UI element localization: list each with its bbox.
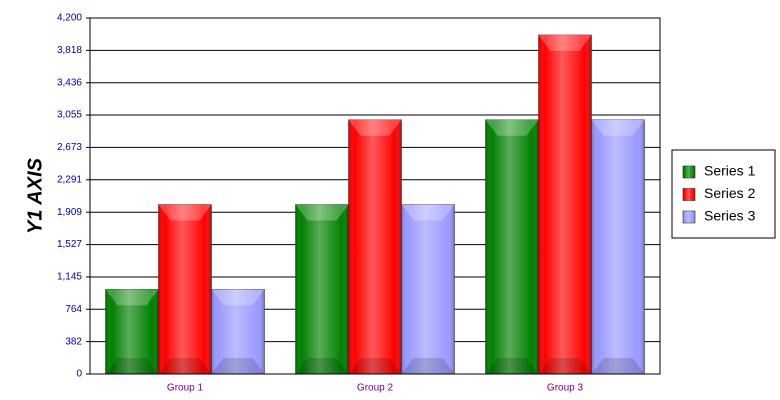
y-tick-label: 1,527 — [57, 239, 82, 250]
legend-label: Series 1 — [704, 163, 756, 179]
y-tick-label: 382 — [65, 336, 82, 347]
bar-bevel — [485, 358, 539, 374]
x-tick-label: Group 1 — [167, 383, 204, 394]
y-tick-label: 2,673 — [57, 142, 82, 153]
bar-bevel — [591, 119, 645, 136]
bar-bevel — [295, 204, 349, 221]
bar-bevel — [105, 289, 159, 306]
x-tick-label: Group 3 — [547, 383, 584, 394]
bar-bevel — [538, 34, 592, 51]
legend-shine — [683, 188, 695, 201]
bar-bevel — [485, 119, 539, 136]
x-tick-label: Group 2 — [357, 383, 394, 394]
y-axis-title: Y1 AXIS — [24, 157, 46, 234]
y-tick-label: 3,818 — [57, 45, 82, 56]
bar-bevel — [401, 204, 455, 221]
bar-shine — [211, 289, 265, 374]
bar-bevel — [158, 204, 212, 221]
bar-bevel — [105, 358, 159, 374]
y-tick-label: 1,909 — [57, 207, 82, 218]
plot-border — [89, 17, 661, 375]
legend-shine — [683, 166, 695, 178]
legend-label: Series 3 — [704, 208, 756, 224]
bar-bevel — [211, 289, 265, 306]
y-tick-label: 764 — [65, 304, 82, 315]
y-tick-label: 1,145 — [57, 272, 82, 283]
bar-bevel — [591, 358, 645, 374]
bar-bevel — [158, 358, 212, 374]
legend-label: Series 2 — [704, 185, 756, 201]
bar-bevel — [401, 358, 455, 374]
bar-shine — [485, 119, 539, 374]
bar-shine — [538, 34, 592, 374]
y-tick-label: 4,200 — [57, 13, 82, 24]
bar-shine — [401, 204, 455, 374]
bar-bevel — [538, 358, 592, 374]
y-tick-label: 2,291 — [57, 174, 82, 185]
bar-bevel — [211, 358, 265, 374]
legend-shine — [683, 211, 695, 223]
bar-bevel — [348, 358, 402, 374]
bar-shine — [158, 204, 212, 374]
y-tick-label: 0 — [76, 369, 82, 380]
y-tick-label: 3,055 — [57, 110, 82, 121]
bar-shine — [295, 204, 349, 374]
bar-shine — [348, 119, 402, 374]
bar-shine — [591, 119, 645, 374]
bar-bevel — [295, 358, 349, 374]
bar-bevel — [348, 119, 402, 136]
y-tick-label: 3,436 — [57, 77, 82, 88]
bar-shine — [105, 289, 159, 374]
